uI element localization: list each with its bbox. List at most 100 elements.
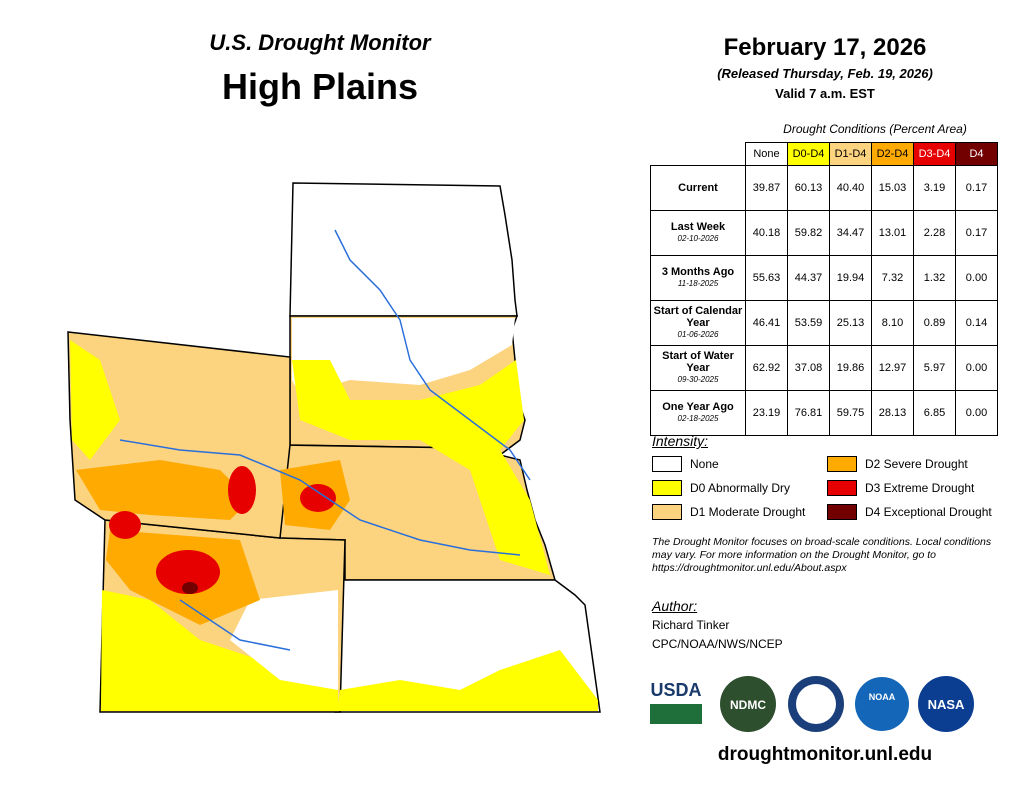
note: The Drought Monitor focuses on broad-sca… — [652, 536, 992, 574]
legend-label: D0 Abnormally Dry — [690, 481, 791, 495]
legend-label: D2 Severe Drought — [865, 457, 968, 471]
dry-area — [300, 484, 336, 512]
table-row: Last Week 02-10-2026 40.18 59.82 34.47 13.01 2… — [650, 210, 998, 256]
dry-area — [101, 590, 338, 711]
author-name: Richard Tinker — [652, 618, 730, 632]
row-date: 02-10-2026 — [677, 234, 719, 243]
legend-title: Intensity: — [652, 433, 709, 449]
cell: 5.97 — [913, 345, 956, 391]
row-label-text: One Year Ago — [662, 401, 734, 413]
cell: 44.37 — [787, 255, 830, 301]
row-label: Start of Calendar Year 01-06-2026 — [650, 300, 746, 346]
river — [119, 439, 521, 556]
cell: 55.63 — [745, 255, 788, 301]
dry-area — [230, 590, 338, 690]
cell: 0.00 — [955, 345, 998, 391]
row-label-text: Start of Water Year — [662, 350, 734, 374]
cell: 39.87 — [745, 165, 788, 211]
cell: 3.19 — [913, 165, 956, 211]
cell: 59.82 — [787, 210, 830, 256]
cell: 76.81 — [787, 390, 830, 436]
row-date: 02-18-2025 — [677, 414, 719, 423]
cell: 60.13 — [787, 165, 830, 211]
cell: 40.40 — [829, 165, 872, 211]
cell: 13.01 — [871, 210, 914, 256]
title: High Plains — [221, 66, 419, 107]
corner — [651, 143, 746, 166]
logo-circle — [796, 684, 836, 724]
dry-area — [292, 360, 550, 575]
cell: 59.75 — [829, 390, 872, 436]
cell: 1.32 — [913, 255, 956, 301]
legend-item: D1 Moderate Drought — [652, 504, 805, 520]
row-date: 01-06-2026 — [677, 330, 719, 339]
cell: 0.00 — [955, 255, 998, 301]
row-label: Last Week 02-10-2026 — [650, 210, 746, 256]
row-label: Current — [650, 165, 746, 211]
dry-area — [76, 460, 250, 520]
column-header: D2-D4 — [871, 142, 914, 166]
cell: 0.14 — [955, 300, 998, 346]
state — [289, 182, 518, 317]
cell: 0.00 — [955, 390, 998, 436]
row-label: Start of Water Year 09-30-2025 — [650, 345, 746, 391]
cell: 53.59 — [787, 300, 830, 346]
cell: 0.89 — [913, 300, 956, 346]
column-header: D4 — [955, 142, 998, 166]
cell: 12.97 — [871, 345, 914, 391]
cell: 28.13 — [871, 390, 914, 436]
cell: 23.19 — [745, 390, 788, 436]
legend-swatch — [652, 480, 682, 496]
row-label-text: Last Week — [670, 221, 726, 233]
table-caption: Drought Conditions (Percent Area) — [783, 122, 967, 136]
dry-area — [182, 582, 198, 594]
dry-area — [109, 511, 141, 539]
map — [67, 182, 601, 713]
table-row: Start of Calendar Year 01-06-2026 46.41 53.… — [650, 300, 998, 346]
author-heading: Author: — [652, 598, 698, 614]
row-label-text: Start of Calendar Year — [653, 305, 743, 329]
cell: 37.08 — [787, 345, 830, 391]
table-row: One Year Ago 02-18-2025 23.19 76.81 59.75 28.… — [650, 390, 998, 436]
legend-swatch — [652, 456, 682, 472]
legend-item: D4 Exceptional Drought — [827, 504, 992, 520]
table-row: Current 39.87 60.13 40.40 15.03 3.19 0.17 — [650, 165, 998, 211]
cell: 46.41 — [745, 300, 788, 346]
column-header: D0-D4 — [787, 142, 830, 166]
legend-item: D2 Severe Drought — [827, 456, 968, 472]
row-label: One Year Ago 02-18-2025 — [650, 390, 746, 436]
legend-label: None — [690, 457, 719, 471]
legend-label: D1 Moderate Drought — [690, 505, 806, 519]
logo: NDMC — [730, 698, 766, 712]
cell: 8.10 — [871, 300, 914, 346]
cell: 25.13 — [829, 300, 872, 346]
logo: NOAA — [869, 692, 896, 702]
river — [179, 599, 291, 651]
row-label-text: 3 Months Ago — [661, 266, 735, 278]
logo-circle — [720, 676, 776, 732]
row-label-text: Current — [678, 182, 718, 194]
logo: NASA — [928, 697, 965, 712]
conditions-table: None D0-D4 D1-D4 D2-D4 D3-D4 D4 Current 39.87 60… — [650, 142, 998, 436]
subtitle: U.S. Drought Monitor — [209, 30, 431, 55]
dry-area — [228, 466, 256, 514]
dry-area — [70, 340, 120, 460]
column-header: D3-D4 — [913, 142, 956, 166]
author-org: CPC/NOAA/NWS/NCEP — [652, 637, 783, 651]
column-header: None — [745, 142, 788, 166]
dry-area — [156, 550, 220, 594]
url: droughtmonitor.unl.edu — [717, 744, 933, 765]
cell: 62.92 — [745, 345, 788, 391]
logos: USDA NDMC NOAA NASA — [650, 676, 974, 732]
logo-circle — [918, 676, 974, 732]
row-label: 3 Months Ago 11-18-2025 — [650, 255, 746, 301]
cell: 34.47 — [829, 210, 872, 256]
row-date: 11-18-2025 — [677, 279, 719, 288]
legend-item: None — [652, 456, 719, 472]
river — [334, 229, 531, 481]
cell: 19.86 — [829, 345, 872, 391]
legend-label: D4 Exceptional Drought — [865, 505, 992, 519]
legend-swatch — [827, 480, 857, 496]
cell: 19.94 — [829, 255, 872, 301]
legend-label: D3 Extreme Drought — [865, 481, 975, 495]
